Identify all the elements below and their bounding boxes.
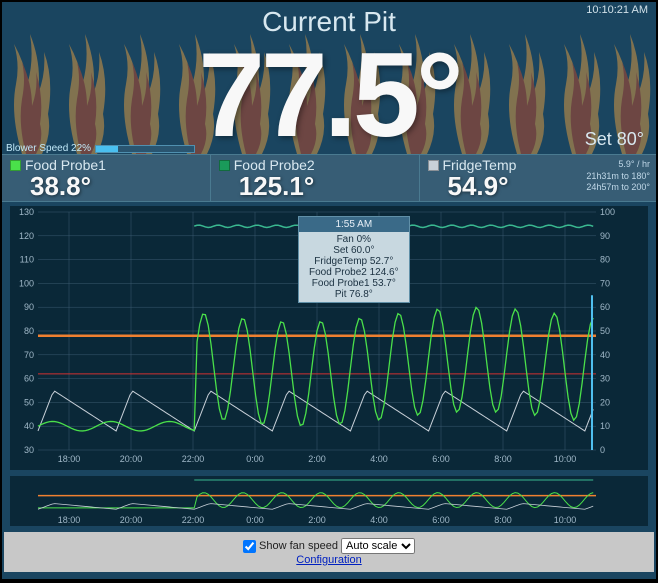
svg-text:100: 100 (19, 278, 34, 288)
svg-text:18:00: 18:00 (58, 454, 81, 464)
configuration-link[interactable]: Configuration (296, 554, 361, 566)
svg-text:90: 90 (24, 302, 34, 312)
svg-text:50: 50 (600, 326, 610, 336)
svg-text:100: 100 (600, 207, 615, 217)
tooltip-line: Pit 76.8° (309, 289, 399, 300)
svg-text:90: 90 (600, 231, 610, 241)
svg-text:10:00: 10:00 (554, 454, 577, 464)
probe-panel: Food Probe138.8° (2, 155, 211, 201)
probe-swatch (428, 160, 439, 171)
svg-text:18:00: 18:00 (58, 515, 81, 525)
svg-text:0:00: 0:00 (246, 515, 264, 525)
overview-chart[interactable]: 18:00 20:00 22:00 0:00 2:00 4:00 6:00 8:00 10:00 (10, 476, 648, 526)
svg-text:60: 60 (24, 374, 34, 384)
svg-text:40: 40 (24, 421, 34, 431)
svg-text:70: 70 (600, 278, 610, 288)
blower-pct: 22% (71, 143, 91, 154)
scale-select[interactable]: Auto scale (341, 538, 415, 554)
svg-text:8:00: 8:00 (494, 515, 512, 525)
svg-text:2:00: 2:00 (308, 515, 326, 525)
svg-text:8:00: 8:00 (494, 454, 512, 464)
show-fan-label[interactable]: Show fan speed (259, 540, 338, 552)
probe-panel: Food Probe2125.1° (211, 155, 420, 201)
pit-temperature: 77.5° (2, 38, 656, 152)
probe-row: Food Probe138.8°Food Probe2125.1°FridgeT… (2, 154, 656, 202)
svg-text:30: 30 (24, 445, 34, 455)
probe-swatch (10, 160, 21, 171)
svg-text:80: 80 (24, 326, 34, 336)
svg-text:22:00: 22:00 (182, 515, 205, 525)
svg-text:70: 70 (24, 350, 34, 360)
svg-text:0:00: 0:00 (246, 454, 264, 464)
svg-text:80: 80 (600, 255, 610, 265)
chart-tooltip: 1:55 AM Fan 0%Set 60.0°FridgeTemp 52.7°F… (298, 216, 410, 303)
probe-swatch (219, 160, 230, 171)
svg-text:130: 130 (19, 207, 34, 217)
probe-panel: FridgeTemp54.9°5.9° / hr21h31m to 180°24… (420, 155, 657, 201)
svg-text:30: 30 (600, 374, 610, 384)
svg-text:10:00: 10:00 (554, 515, 577, 525)
svg-text:10: 10 (600, 421, 610, 431)
tooltip-line: Food Probe1 53.7° (309, 278, 399, 289)
svg-text:6:00: 6:00 (432, 515, 450, 525)
svg-text:4:00: 4:00 (370, 454, 388, 464)
svg-text:20:00: 20:00 (120, 515, 143, 525)
show-fan-checkbox[interactable] (243, 540, 256, 553)
blower-bar (95, 145, 195, 153)
tooltip-time: 1:55 AM (299, 217, 409, 232)
controls-bar: Show fan speed Auto scale Configuration (4, 532, 654, 572)
probe-value: 38.8° (10, 173, 202, 199)
svg-text:20:00: 20:00 (120, 454, 143, 464)
svg-text:22:00: 22:00 (182, 454, 205, 464)
tooltip-line: FridgeTemp 52.7° (309, 256, 399, 267)
svg-text:120: 120 (19, 231, 34, 241)
svg-text:110: 110 (20, 255, 34, 265)
svg-text:60: 60 (600, 302, 610, 312)
svg-text:20: 20 (600, 397, 610, 407)
svg-text:2:00: 2:00 (308, 454, 326, 464)
probe-extra: 5.9° / hr21h31m to 180°24h57m to 200° (586, 159, 650, 194)
svg-text:0: 0 (600, 445, 605, 455)
blower-speed: Blower Speed 22% (6, 143, 195, 154)
svg-text:40: 40 (600, 350, 610, 360)
probe-value: 125.1° (219, 173, 411, 199)
tooltip-line: Fan 0% (309, 234, 399, 245)
header: Current Pit 77.5° Set 80° Blower Speed 2… (2, 2, 656, 154)
svg-text:6:00: 6:00 (432, 454, 450, 464)
tooltip-line: Set 60.0° (309, 245, 399, 256)
blower-fill (96, 146, 118, 152)
overview-chart-svg: 18:00 20:00 22:00 0:00 2:00 4:00 6:00 8:00 10:00 (10, 476, 624, 526)
svg-text:4:00: 4:00 (370, 515, 388, 525)
svg-text:50: 50 (24, 397, 34, 407)
set-temperature: Set 80° (585, 129, 644, 150)
blower-label: Blower Speed (6, 143, 68, 154)
tooltip-line: Food Probe2 124.6° (309, 267, 399, 278)
main-chart[interactable]: 30 40 50 60 70 80 90 100 110 120 130 0 10 20 30 40 50 60 7… (10, 206, 648, 470)
